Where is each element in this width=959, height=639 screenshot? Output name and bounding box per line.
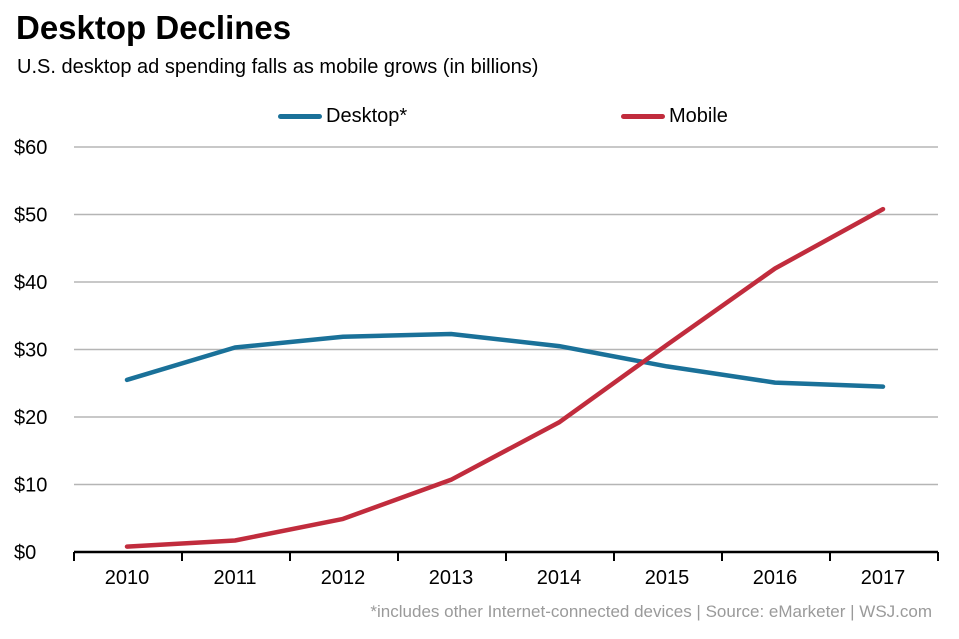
legend-item-mobile: Mobile	[621, 104, 728, 128]
legend-swatch-mobile	[621, 113, 665, 119]
series-line-desktop	[124, 331, 886, 389]
legend-label-mobile: Mobile	[669, 104, 728, 127]
y-tick-label: $50	[14, 205, 47, 227]
x-tick-label: 2013	[429, 567, 474, 589]
chart-subtitle: U.S. desktop ad spending falls as mobile…	[17, 56, 539, 78]
x-tick-label: 2011	[213, 567, 256, 589]
y-tick-label: $40	[14, 272, 47, 294]
x-tick-label: 2012	[321, 567, 366, 589]
series-line-mobile	[124, 206, 886, 549]
x-tick-label: 2014	[537, 567, 582, 589]
x-tick-label: 2015	[645, 567, 690, 589]
x-tick-label: 2010	[105, 567, 150, 589]
gridlines	[74, 146, 938, 486]
y-tick-label: $0	[14, 542, 36, 564]
y-tick-label: $20	[14, 407, 47, 429]
legend-swatch-desktop	[278, 113, 322, 119]
series-lines	[124, 206, 886, 549]
x-tick-label: 2017	[861, 567, 906, 589]
y-axis-ticks: $0 $10 $20 $30 $40 $50 $60	[14, 137, 47, 564]
legend-item-desktop: Desktop*	[278, 104, 407, 128]
y-tick-label: $30	[14, 340, 47, 362]
legend-label-desktop: Desktop*	[326, 104, 408, 127]
y-tick-label: $60	[14, 137, 47, 159]
y-tick-label: $10	[14, 475, 47, 497]
source-note: *includes other Internet-connected devic…	[370, 602, 932, 621]
chart-title: Desktop Declines	[16, 9, 292, 46]
x-tick-label: 2016	[753, 567, 798, 589]
x-axis: 2010 2011 2012 2013 2014 2015 2016 2017	[73, 550, 939, 589]
